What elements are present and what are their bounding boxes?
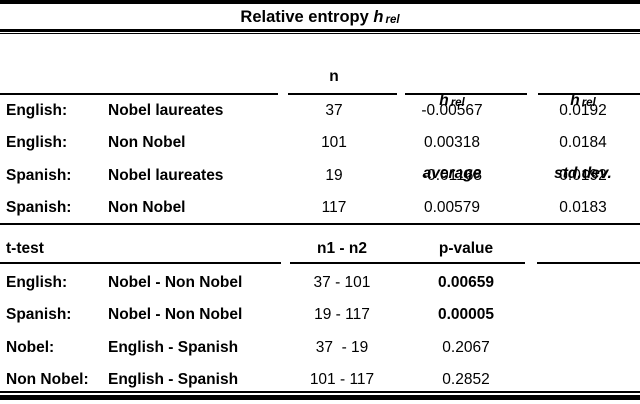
n-value: 19 [325,167,343,184]
header-underline-segment [405,93,527,95]
ttest-underline-segment [537,262,640,264]
section-divider-rule [0,223,640,225]
comparison-label: English - Spanish [108,371,239,388]
n-pair-value: 101 - 117 [309,371,375,388]
average-value: -0.00567 [421,102,483,119]
comparison-label: English - Spanish [108,339,239,356]
header-underline-segment [0,93,278,95]
header-underline-segment [288,93,397,95]
average-value: 0.00318 [423,134,481,151]
title-text: Relative entropy [240,8,374,26]
n-value: 101 [321,134,347,151]
category-label: Spanish: [6,306,72,323]
header-underline-segment [538,93,640,95]
stddev-value: 0.0183 [559,199,607,216]
ttest-header-label: t-test [6,240,44,257]
p-value: 0.00005 [437,306,495,323]
comparison-label: Nobel - Non Nobel [108,274,243,291]
n-pair-value: 19 - 117 [314,306,370,323]
group-label: Non Nobel [108,199,186,216]
category-label: Nobel: [6,339,55,356]
ttest-underline-segment [290,262,525,264]
title-rel-subscript: rel [385,14,400,26]
language-label: Spanish: [6,199,72,216]
ttest-underline-segment [0,262,281,264]
n-value: 37 [325,102,343,119]
p-value: 0.2067 [442,339,490,356]
n-value: 117 [321,199,347,216]
average-value: 0.00579 [423,199,481,216]
entropy-header-stddev: h rel std.dev. [554,92,612,182]
stddev-value: 0.0192 [559,167,607,184]
group-label: Non Nobel [108,134,186,151]
category-label: English: [6,274,68,291]
ttest-header-n-pair: n1 - n2 [317,240,367,257]
group-label: Nobel laureates [108,167,224,184]
entropy-header-n: n [329,68,339,85]
p-value: 0.00659 [437,274,495,291]
stddev-value: 0.0184 [559,134,607,151]
title-h-symbol: h [373,8,384,26]
entropy-header-average: h rel average [422,92,482,182]
ttest-header-p-value: p-value [438,240,494,257]
category-label: Non Nobel: [6,371,89,388]
language-label: English: [6,134,68,151]
group-label: Nobel laureates [108,102,224,119]
average-value: -0.01168 [421,167,483,184]
p-value: 0.2852 [442,371,490,388]
n-pair-value: 37 - 19 [315,339,369,356]
comparison-label: Nobel - Non Nobel [108,306,243,323]
language-label: Spanish: [6,167,72,184]
top-border-rule [0,0,640,4]
stddev-value: 0.0192 [559,102,607,119]
n-pair-value: 37 - 101 [313,274,371,291]
table-title: Relative entropy h rel [0,5,640,29]
language-label: English: [6,102,68,119]
